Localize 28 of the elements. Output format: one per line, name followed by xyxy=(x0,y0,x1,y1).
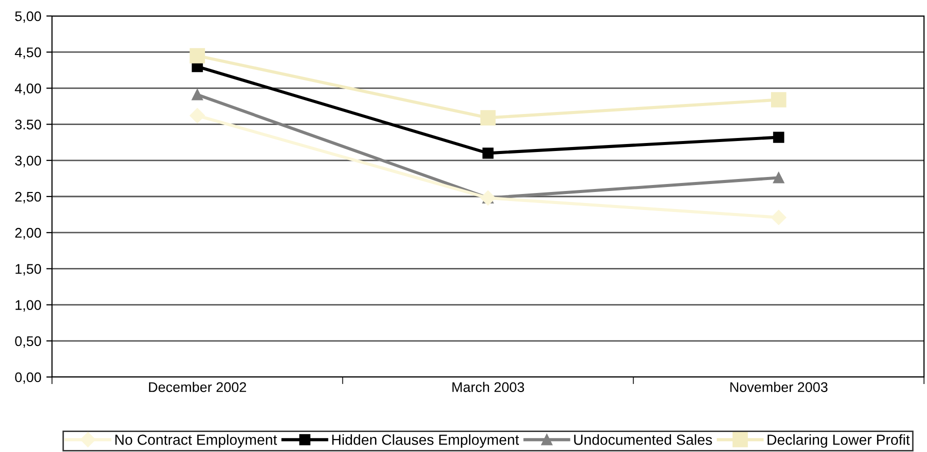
y-tick-label: 0,50 xyxy=(15,336,42,348)
point xyxy=(480,190,496,206)
point xyxy=(190,108,205,124)
x-tick-label: December 2002 xyxy=(149,382,246,392)
point xyxy=(192,89,203,100)
point xyxy=(771,92,786,108)
y-tick-label: 3,00 xyxy=(15,156,42,168)
legend-label: No Contract Employment xyxy=(115,434,278,448)
y-tick-label: 2,00 xyxy=(15,228,42,240)
legend-label: Undocumented Sales xyxy=(574,434,712,445)
x-tick-label: March 2003 xyxy=(452,382,524,392)
point xyxy=(773,132,784,143)
y-tick-label: 4,00 xyxy=(14,84,42,96)
y-tick-label: 5,00 xyxy=(15,11,42,23)
point xyxy=(771,210,786,226)
legend-label: Hidden Clauses Employment xyxy=(332,434,520,448)
y-tick-label: 2,50 xyxy=(15,192,42,204)
y-tick-label: 4,50 xyxy=(14,47,42,59)
y-tick-label: 1,50 xyxy=(16,264,42,276)
point xyxy=(773,172,784,184)
y-tick-label: 0,00 xyxy=(15,372,42,384)
point xyxy=(480,110,496,126)
y-tick-label: 3.50 xyxy=(15,120,42,130)
point xyxy=(482,148,494,159)
legend-label: Declaring Lower Profit xyxy=(768,434,910,448)
x-tick-label: November 2003 xyxy=(730,382,828,392)
y-tick-label: 1,00 xyxy=(16,300,42,312)
point xyxy=(190,48,205,64)
